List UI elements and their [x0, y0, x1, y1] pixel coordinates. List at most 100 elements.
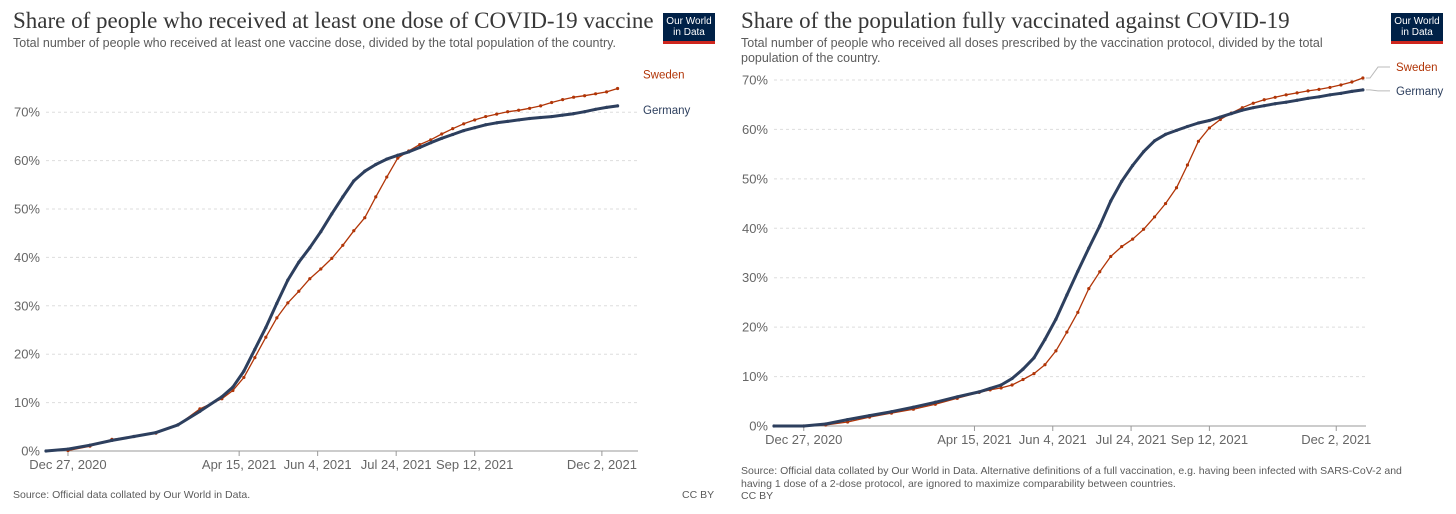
- data-point-germany: [583, 110, 587, 114]
- y-tick-label: 0%: [749, 419, 768, 434]
- data-point-germany: [1328, 93, 1332, 97]
- legend-label-sweden[interactable]: Sweden: [1396, 62, 1438, 74]
- data-point-sweden: [440, 132, 444, 136]
- data-point-germany: [561, 113, 565, 117]
- data-point-germany: [1076, 269, 1080, 273]
- legend-label-germany[interactable]: Germany: [643, 105, 691, 117]
- data-point-germany: [1306, 96, 1310, 100]
- data-point-sweden: [1196, 139, 1201, 143]
- legend-label-sweden[interactable]: Sweden: [643, 69, 685, 81]
- legend-label-germany[interactable]: Germany: [1396, 86, 1444, 98]
- data-point-germany: [154, 431, 158, 435]
- data-point-sweden: [561, 98, 565, 102]
- data-point-germany: [550, 114, 554, 119]
- data-point-germany: [275, 301, 279, 305]
- data-point-germany: [1262, 104, 1266, 108]
- data-point-germany: [802, 424, 806, 428]
- data-point-sweden: [583, 94, 587, 98]
- data-point-germany: [594, 107, 598, 111]
- data-point-sweden: [1328, 85, 1332, 90]
- chart-subtitle: Total number of people who received at l…: [13, 36, 616, 50]
- owid-logo[interactable]: Our World in Data: [663, 13, 715, 44]
- license-link[interactable]: CC BY: [741, 490, 774, 502]
- y-tick-label: 20%: [14, 347, 40, 362]
- data-point-germany: [1251, 106, 1255, 110]
- data-point-sweden: [462, 122, 466, 126]
- data-point-sweden: [429, 138, 433, 142]
- data-point-germany: [418, 145, 422, 150]
- data-point-sweden: [473, 118, 477, 122]
- data-point-sweden: [253, 355, 257, 360]
- data-point-germany: [1043, 337, 1047, 342]
- data-point-germany: [1054, 317, 1058, 321]
- data-point-germany: [44, 449, 48, 453]
- y-tick-label: 10%: [14, 395, 40, 410]
- series-line-sweden[interactable]: [67, 87, 619, 452]
- y-tick-label: 40%: [742, 221, 768, 236]
- chart-subtitle: Total number of people who received all …: [741, 36, 1323, 65]
- series-line-sweden[interactable]: [803, 77, 1364, 427]
- data-point-germany: [1032, 356, 1036, 360]
- data-point-sweden: [451, 127, 455, 131]
- data-point-germany: [374, 162, 378, 167]
- data-point-sweden: [1339, 83, 1343, 87]
- data-point-sweden: [319, 267, 323, 271]
- y-tick-label: 20%: [742, 320, 768, 335]
- data-point-sweden: [1120, 244, 1124, 249]
- x-tick-label: Dec 27, 2020: [765, 432, 842, 447]
- logo-line-1: Our World: [1394, 16, 1440, 27]
- owid-logo[interactable]: Our World in Data: [1391, 13, 1443, 44]
- data-point-sweden: [539, 104, 543, 108]
- x-tick-label: Jun 4, 2021: [1019, 432, 1087, 447]
- data-point-germany: [1152, 139, 1157, 143]
- data-point-sweden: [1065, 330, 1069, 334]
- x-tick-label: Sep 12, 2021: [1171, 432, 1248, 447]
- data-point-sweden: [495, 112, 499, 116]
- data-point-sweden: [341, 243, 345, 247]
- data-point-germany: [1339, 91, 1343, 95]
- data-point-germany: [297, 260, 301, 264]
- data-point-germany: [1163, 132, 1168, 136]
- data-point-germany: [66, 447, 70, 451]
- y-tick-label: 50%: [742, 171, 768, 186]
- data-point-germany: [308, 246, 312, 250]
- data-point-sweden: [528, 106, 532, 110]
- data-point-germany: [1295, 98, 1299, 102]
- data-point-sweden: [1350, 80, 1354, 84]
- chart-panel-right: Share of the population fully vaccinated…: [728, 0, 1456, 514]
- data-point-germany: [385, 157, 389, 161]
- series-line-germany[interactable]: [44, 104, 620, 453]
- data-point-germany: [1284, 100, 1288, 104]
- data-point-germany: [440, 136, 444, 140]
- data-point-germany: [889, 410, 894, 414]
- license-link[interactable]: CC BY: [682, 489, 715, 501]
- data-point-germany: [484, 123, 488, 127]
- data-point-germany: [528, 116, 532, 121]
- data-point-germany: [1240, 108, 1244, 112]
- data-point-sweden: [264, 335, 268, 339]
- data-point-germany: [615, 104, 620, 108]
- data-point-germany: [176, 423, 180, 427]
- data-point-germany: [1229, 112, 1233, 116]
- data-point-germany: [462, 128, 466, 133]
- x-tick-label: Apr 15, 2021: [937, 432, 1011, 447]
- data-point-germany: [572, 112, 576, 116]
- data-point-germany: [198, 409, 202, 413]
- data-point-germany: [772, 424, 776, 428]
- data-point-germany: [220, 395, 224, 399]
- data-point-germany: [1142, 150, 1146, 154]
- logo-line-1: Our World: [666, 16, 712, 27]
- data-point-germany: [1361, 88, 1365, 92]
- series-line-germany[interactable]: [772, 88, 1365, 428]
- data-point-sweden: [396, 156, 400, 160]
- data-point-germany: [1120, 179, 1124, 183]
- data-point-germany: [363, 169, 367, 173]
- data-point-sweden: [286, 301, 290, 305]
- data-point-sweden: [1185, 163, 1190, 167]
- data-point-germany: [429, 141, 433, 145]
- logo-line-2: in Data: [673, 27, 705, 38]
- x-tick-label: Apr 15, 2021: [202, 457, 276, 472]
- data-point-sweden: [374, 195, 378, 199]
- source-note: Source: Official data collated by Our Wo…: [13, 489, 251, 501]
- data-point-sweden: [1142, 227, 1146, 231]
